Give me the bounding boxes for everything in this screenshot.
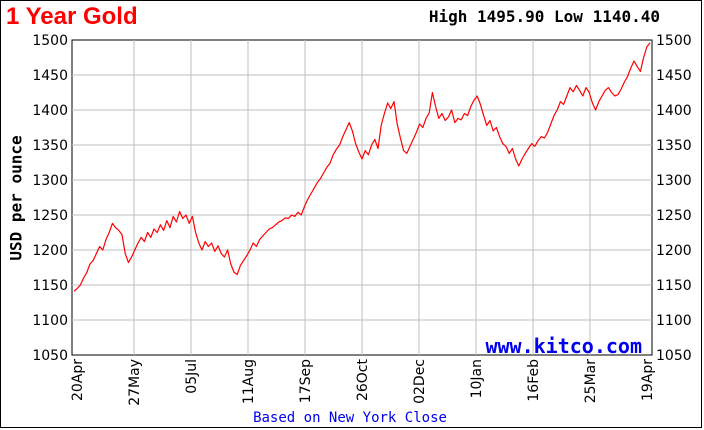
y-tick-label: 1200 <box>32 243 68 259</box>
high-low-readout: High 1495.90 Low 1140.40 <box>428 7 660 26</box>
x-tick-label: 17Sep <box>298 359 314 403</box>
y-tick-label: 1300 <box>656 173 692 189</box>
y-tick-label: 1100 <box>656 313 692 329</box>
y-tick-label: 1350 <box>656 138 692 154</box>
x-tick-label: 26Oct <box>355 359 371 402</box>
chart-title: 1 Year Gold <box>6 3 138 30</box>
x-tick-label: 10Jan <box>469 359 485 398</box>
y-tick-label: 1350 <box>32 138 68 154</box>
x-tick-label: 11Aug <box>241 359 257 404</box>
y-tick-label: 1500 <box>656 33 692 49</box>
x-tick-label: 16Feb <box>526 359 542 402</box>
x-tick-label: 20Apr <box>70 359 86 401</box>
y-tick-label: 1400 <box>32 103 68 119</box>
x-tick-label: 25Mar <box>583 359 599 403</box>
y-tick-label: 1050 <box>32 348 68 364</box>
y-tick-label: 1300 <box>32 173 68 189</box>
kitco-link[interactable]: www.kitco.com <box>485 334 642 358</box>
y-tick-label: 1450 <box>656 68 692 84</box>
y-tick-label: 1200 <box>656 243 692 259</box>
y-tick-labels-left: 1050 1100 1150 1200 1250 1300 1350 1400 1450 1500 <box>32 33 68 364</box>
y-tick-label: 1150 <box>656 278 692 294</box>
y-tick-label: 1450 <box>32 68 68 84</box>
gold-price-series-line <box>73 42 651 292</box>
y-tick-label: 1100 <box>32 313 68 329</box>
y-tick-label: 1400 <box>656 103 692 119</box>
y-tick-labels-right: 1050 1100 1150 1200 1250 1300 1350 1400 1450 1500 <box>656 33 692 364</box>
x-tick-labels: 20Apr 27May 05Jul 11Aug 17Sep 26Oct 02Dec 10Jan… <box>70 359 656 406</box>
x-tick-label: 05Jul <box>184 359 200 394</box>
y-tick-label: 1250 <box>32 208 68 224</box>
y-tick-label: 1250 <box>656 208 692 224</box>
y-tick-label: 1500 <box>32 33 68 49</box>
x-tick-label: 02Dec <box>412 359 428 404</box>
x-tick-label: 19Apr <box>640 359 656 401</box>
x-tick-label: 27May <box>127 359 143 406</box>
grid-lines <box>72 40 652 355</box>
y-tick-label: 1050 <box>656 348 692 364</box>
y-tick-label: 1150 <box>32 278 68 294</box>
footer-note: Based on New York Close <box>253 410 447 426</box>
footer-note-container: Based on New York Close <box>0 410 704 426</box>
kitco-watermark[interactable]: www.kitco.com <box>485 334 642 358</box>
